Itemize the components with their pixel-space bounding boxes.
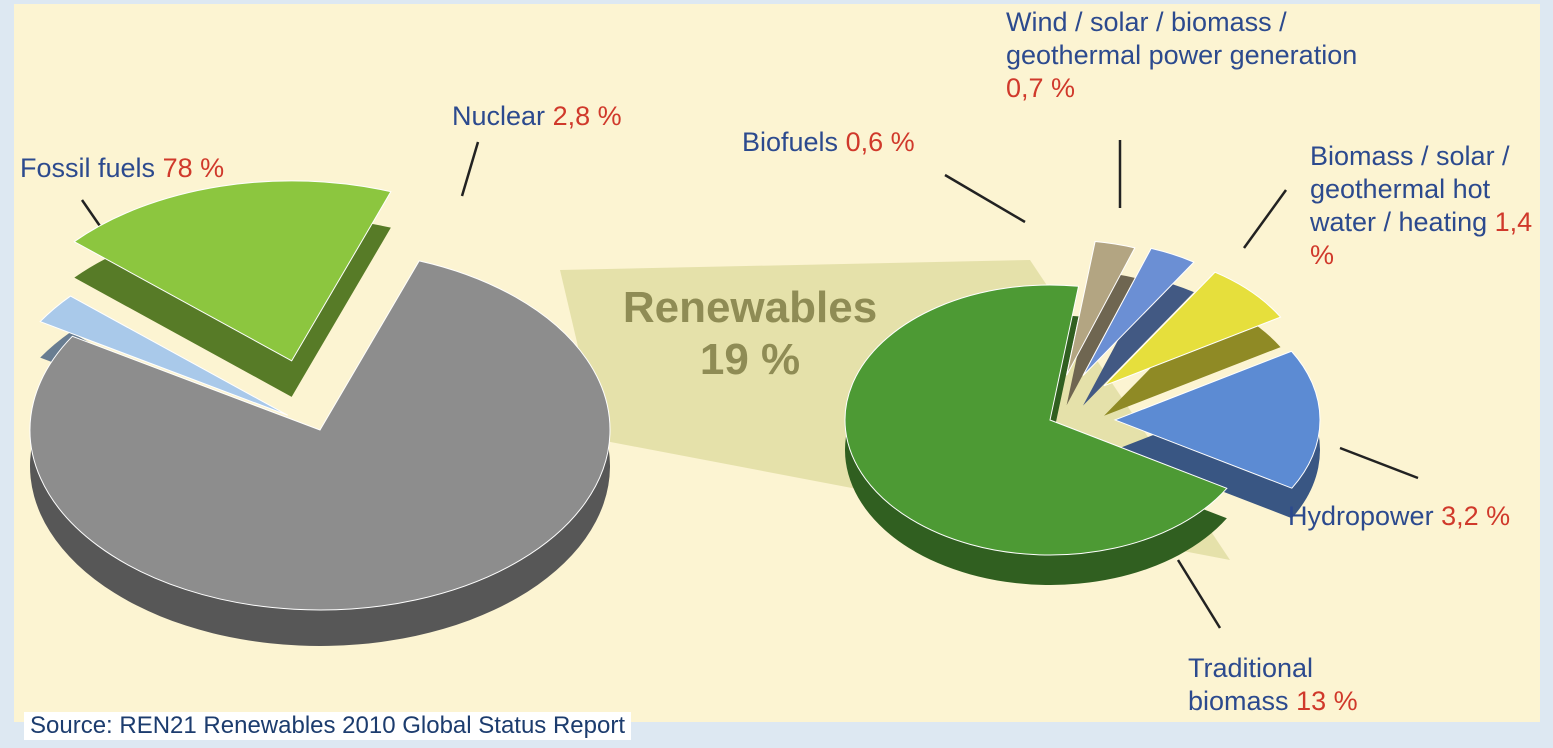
value-label: 2,8 % [553,101,622,131]
category-name: Wind / solar / biomass / geothermal powe… [1006,7,1357,70]
value-label: 0,6 % [846,127,915,157]
value-label: 0,7 % [1006,73,1075,103]
slice-label: Nuclear 2,8 % [452,100,752,133]
category-name: Hydropower [1288,501,1434,531]
slice-label: Traditional biomass 13 % [1188,652,1408,718]
category-name: Traditional biomass [1188,653,1313,716]
renewables-name: Renewables [623,283,877,332]
category-name: Biomass / solar / geothermal hot water /… [1310,141,1510,237]
slice-label: Hydropower 3,2 % [1288,500,1553,533]
category-name: Nuclear [452,101,545,131]
infographic: Fossil fuels 78 %Nuclear 2,8 %Biofuels 0… [0,0,1553,748]
slice-label: Biofuels 0,6 % [742,126,1002,159]
slice-label: Wind / solar / biomass / geothermal powe… [1006,6,1366,105]
value-label: 3,2 % [1441,501,1510,531]
renewables-value: 19 % [700,335,800,384]
category-name: Biofuels [742,127,838,157]
source: Source: REN21 Renewables 2010 Global Sta… [24,712,631,740]
value-label: 13 % [1296,686,1358,716]
slice-label: Fossil fuels 78 % [20,152,420,185]
value-label: 78 % [163,153,225,183]
category-name: Fossil fuels [20,153,155,183]
slice-label: Biomass / solar / geothermal hot water /… [1310,140,1545,272]
